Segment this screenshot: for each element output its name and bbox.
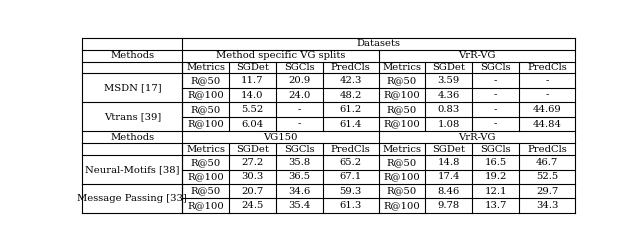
Text: Metrics: Metrics [186, 144, 225, 154]
Text: 13.7: 13.7 [484, 201, 507, 210]
Text: R@100: R@100 [383, 172, 420, 181]
Text: Message Passing [33]: Message Passing [33] [77, 194, 188, 203]
Text: R@50: R@50 [387, 158, 417, 167]
Text: SGDet: SGDet [433, 144, 465, 154]
Text: 34.6: 34.6 [288, 187, 310, 196]
Text: 30.3: 30.3 [241, 172, 264, 181]
Text: 67.1: 67.1 [339, 172, 362, 181]
Text: 14.8: 14.8 [438, 158, 460, 167]
Text: R@100: R@100 [188, 120, 224, 128]
Text: -: - [494, 105, 497, 114]
Text: -: - [494, 76, 497, 85]
Text: SGCls: SGCls [480, 63, 511, 72]
Text: R@100: R@100 [383, 120, 420, 128]
Text: 14.0: 14.0 [241, 90, 264, 100]
Text: 44.84: 44.84 [532, 120, 561, 128]
Text: MSDN [17]: MSDN [17] [104, 83, 161, 92]
Text: 59.3: 59.3 [339, 187, 362, 196]
Text: 6.04: 6.04 [241, 120, 264, 128]
Text: R@50: R@50 [191, 158, 221, 167]
Text: Metrics: Metrics [383, 144, 422, 154]
Text: 29.7: 29.7 [536, 187, 558, 196]
Text: 34.3: 34.3 [536, 201, 558, 210]
Text: 24.0: 24.0 [288, 90, 310, 100]
Text: Methods: Methods [110, 133, 154, 142]
Text: Metrics: Metrics [383, 63, 422, 72]
Text: 61.2: 61.2 [339, 105, 362, 114]
Text: SGCls: SGCls [284, 63, 314, 72]
Text: -: - [494, 90, 497, 100]
Text: 48.2: 48.2 [339, 90, 362, 100]
Text: SGDet: SGDet [236, 63, 269, 72]
Text: PredCls: PredCls [527, 63, 567, 72]
Text: Metrics: Metrics [186, 63, 225, 72]
Text: 35.8: 35.8 [288, 158, 310, 167]
Text: PredCls: PredCls [331, 63, 371, 72]
Text: 36.5: 36.5 [288, 172, 310, 181]
Text: 35.4: 35.4 [288, 201, 310, 210]
Text: 8.46: 8.46 [438, 187, 460, 196]
Text: 3.59: 3.59 [438, 76, 460, 85]
Text: R@100: R@100 [188, 90, 224, 100]
Text: R@100: R@100 [383, 90, 420, 100]
Text: 0.83: 0.83 [438, 105, 460, 114]
Text: SGCls: SGCls [480, 144, 511, 154]
Text: 65.2: 65.2 [339, 158, 362, 167]
Text: PredCls: PredCls [527, 144, 567, 154]
Text: SGCls: SGCls [284, 144, 314, 154]
Text: R@100: R@100 [188, 201, 224, 210]
Text: 9.78: 9.78 [438, 201, 460, 210]
Text: R@50: R@50 [191, 76, 221, 85]
Text: 20.7: 20.7 [241, 187, 264, 196]
Text: 5.52: 5.52 [241, 105, 264, 114]
Text: 17.4: 17.4 [438, 172, 460, 181]
Text: PredCls: PredCls [331, 144, 371, 154]
Text: 24.5: 24.5 [241, 201, 264, 210]
Text: 44.69: 44.69 [532, 105, 561, 114]
Text: R@50: R@50 [387, 187, 417, 196]
Text: 42.3: 42.3 [339, 76, 362, 85]
Text: 1.08: 1.08 [438, 120, 460, 128]
Text: 12.1: 12.1 [484, 187, 507, 196]
Text: R@50: R@50 [191, 187, 221, 196]
Text: 61.4: 61.4 [339, 120, 362, 128]
Text: -: - [545, 76, 548, 85]
Text: VrR-VG: VrR-VG [458, 133, 495, 142]
Text: Vtrans [39]: Vtrans [39] [104, 112, 161, 121]
Text: SGDet: SGDet [433, 63, 465, 72]
Text: 19.2: 19.2 [484, 172, 507, 181]
Text: 11.7: 11.7 [241, 76, 264, 85]
Text: VrR-VG: VrR-VG [458, 51, 495, 60]
Text: Datasets: Datasets [356, 39, 401, 48]
Text: Methods: Methods [110, 51, 154, 60]
Text: 27.2: 27.2 [241, 158, 264, 167]
Text: -: - [298, 120, 301, 128]
Text: R@50: R@50 [191, 105, 221, 114]
Text: Neural-Motifs [38]: Neural-Motifs [38] [85, 165, 180, 174]
Text: -: - [545, 90, 548, 100]
Text: R@100: R@100 [188, 172, 224, 181]
Text: R@50: R@50 [387, 76, 417, 85]
Text: 20.9: 20.9 [288, 76, 310, 85]
Text: R@100: R@100 [383, 201, 420, 210]
Text: VG150: VG150 [263, 133, 298, 142]
Text: 46.7: 46.7 [536, 158, 558, 167]
Text: -: - [298, 105, 301, 114]
Text: 52.5: 52.5 [536, 172, 558, 181]
Text: -: - [494, 120, 497, 128]
Text: SGDet: SGDet [236, 144, 269, 154]
Text: R@50: R@50 [387, 105, 417, 114]
Text: 4.36: 4.36 [438, 90, 460, 100]
Text: 16.5: 16.5 [484, 158, 507, 167]
Text: Method specific VG splits: Method specific VG splits [216, 51, 345, 60]
Text: 61.3: 61.3 [339, 201, 362, 210]
